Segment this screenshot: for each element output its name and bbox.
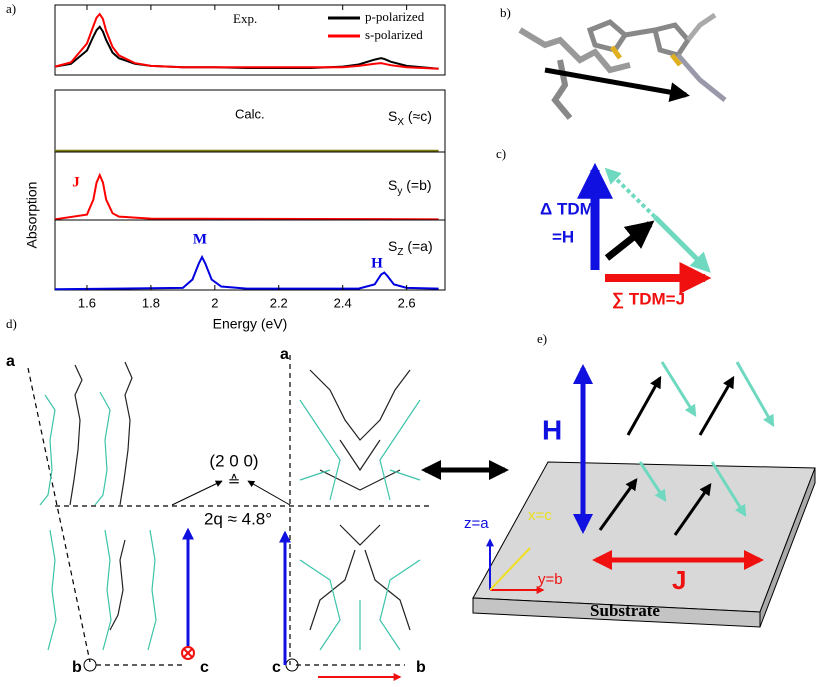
series-label-part: X: [397, 117, 404, 128]
angle-label: 2q ≈ 4.8°: [204, 509, 272, 528]
x-tick-label: 1.6: [78, 295, 96, 310]
tdm-diagram: [577, 162, 712, 294]
x-axis-label: Energy (eV): [213, 316, 288, 332]
x-axis-label: x=c: [528, 507, 552, 524]
panel-label: a): [6, 1, 16, 16]
series-line: [54, 172, 439, 221]
series-label: Sy (=b): [388, 177, 432, 197]
series-label-part: (=b): [402, 177, 431, 193]
peak-label: M: [193, 231, 207, 247]
series-line: [54, 12, 439, 70]
series-label: SX (≈c): [388, 108, 432, 128]
axis-label: c: [272, 659, 281, 676]
crystal-diagram: [27, 355, 509, 681]
h-label: H: [542, 414, 562, 445]
series-label-part: (=a): [403, 238, 432, 254]
plot-frame: [54, 219, 446, 291]
z-axis-label: z=a: [464, 515, 489, 532]
plot-frame: [54, 4, 446, 76]
panel-label: e): [537, 331, 547, 346]
x-tick-label: 2.2: [270, 295, 288, 310]
reflection-label: (2 0 0): [209, 451, 258, 470]
axis-label: b: [416, 659, 426, 676]
panel-label: c): [496, 146, 506, 161]
series-label-part: S: [388, 108, 397, 124]
delta-tdm-label: Δ TDM: [540, 199, 594, 218]
axis-label: a: [6, 353, 15, 370]
peak-label: J: [72, 174, 80, 190]
x-tick-label: 2.4: [334, 295, 352, 310]
y-axis-label: Absorption: [24, 182, 40, 249]
substrate-diagram: [472, 361, 816, 628]
legend-label: s-polarized: [365, 27, 423, 42]
series-label-part: Z: [397, 247, 403, 258]
axis-label: b: [72, 659, 82, 676]
substrate-label: Substrate: [590, 601, 660, 620]
x-tick-label: 1.8: [142, 295, 160, 310]
axis-label: a: [280, 346, 289, 363]
series-label-part: y: [397, 186, 402, 197]
y-axis-label: y=b: [538, 571, 563, 588]
series-label: SZ (=a): [388, 238, 433, 258]
j-label: J: [672, 565, 686, 595]
panel-label: b): [500, 5, 511, 20]
series-label-part: S: [388, 177, 397, 193]
x-tick-label: 2: [211, 295, 218, 310]
sum-tdm-label: ∑ TDM=J: [612, 289, 685, 308]
chart-note: Calc.: [235, 106, 265, 121]
series-label-part: S: [388, 238, 397, 254]
chart-note: Exp.: [233, 11, 257, 26]
peak-label: H: [371, 255, 383, 271]
panel-label: d): [6, 316, 17, 331]
molecule: [518, 12, 727, 120]
delta-tdm-label: =H: [552, 227, 574, 246]
x-tick-label: 2.6: [398, 295, 416, 310]
plot-frame: [54, 151, 446, 221]
series-line: [54, 254, 439, 291]
corresponds-symbol: ≙: [228, 473, 241, 490]
series-label-part: (≈c): [404, 108, 432, 124]
axis-label: c: [200, 659, 209, 676]
legend-label: p-polarized: [365, 9, 425, 24]
